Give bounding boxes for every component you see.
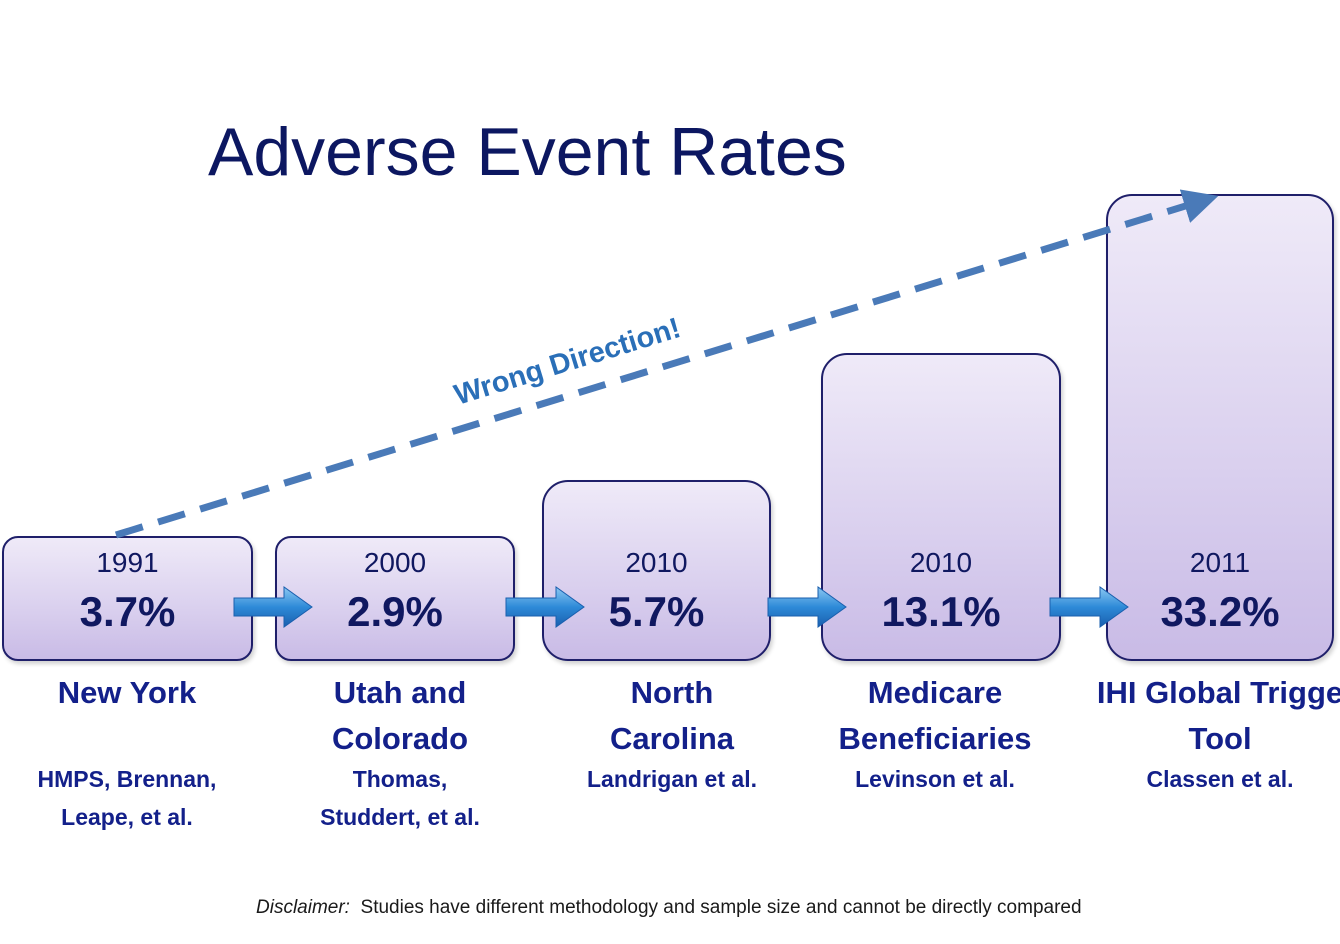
- bar-value-label: 2.9%: [347, 588, 443, 635]
- source-label: Levinson et al.: [855, 766, 1015, 792]
- bar-5: 2011 33.2%: [1106, 194, 1334, 661]
- bar-2: 2000 2.9%: [275, 536, 515, 661]
- bar-year: 2010: [625, 547, 688, 578]
- flow-arrow: [1049, 586, 1129, 628]
- trend-annotation: Wrong Direction!: [451, 312, 685, 412]
- bar-year: 2011: [1189, 547, 1251, 578]
- bar-value-label: 13.1%: [881, 588, 1001, 635]
- category-label: Utah and Colorado: [331, 675, 469, 756]
- category-label: IHI Global Trigge Tool: [1096, 675, 1340, 756]
- bar-1: 1991 3.7%: [2, 536, 253, 661]
- disclaimer-text: Studies have different methodology and s…: [360, 897, 1082, 918]
- category-label: New York: [57, 675, 197, 710]
- source-label: HMPS, Brennan, Leape, et al.: [37, 766, 217, 830]
- page-title: Adverse Event Rates: [208, 114, 847, 190]
- disclaimer: Disclaimer: Studies have different metho…: [256, 897, 1082, 919]
- disclaimer-label: Disclaimer:: [256, 897, 350, 918]
- category-label: Medicare Beneficiaries: [838, 675, 1032, 756]
- trend-arrow: [114, 189, 1219, 539]
- bar-year: 1991: [96, 547, 159, 578]
- source-label: Landrigan et al.: [587, 766, 757, 792]
- bar-value-label: 33.2%: [1160, 588, 1280, 635]
- bar-year: 2000: [363, 547, 427, 578]
- bar-year: 2010: [909, 547, 973, 578]
- source-label: Thomas, Studdert, et al.: [320, 766, 480, 830]
- source-label: Classen et al.: [1146, 766, 1294, 792]
- bar-value-label: 5.7%: [608, 588, 705, 635]
- flow-arrow: [767, 586, 847, 628]
- bar-4: 2010 13.1%: [821, 353, 1061, 661]
- category-label: North Carolina: [609, 675, 735, 756]
- bar-3: 2010 5.7%: [542, 480, 771, 661]
- flow-arrow: [233, 586, 313, 628]
- bar-value-label: 3.7%: [79, 588, 176, 635]
- flow-arrow: [505, 586, 585, 628]
